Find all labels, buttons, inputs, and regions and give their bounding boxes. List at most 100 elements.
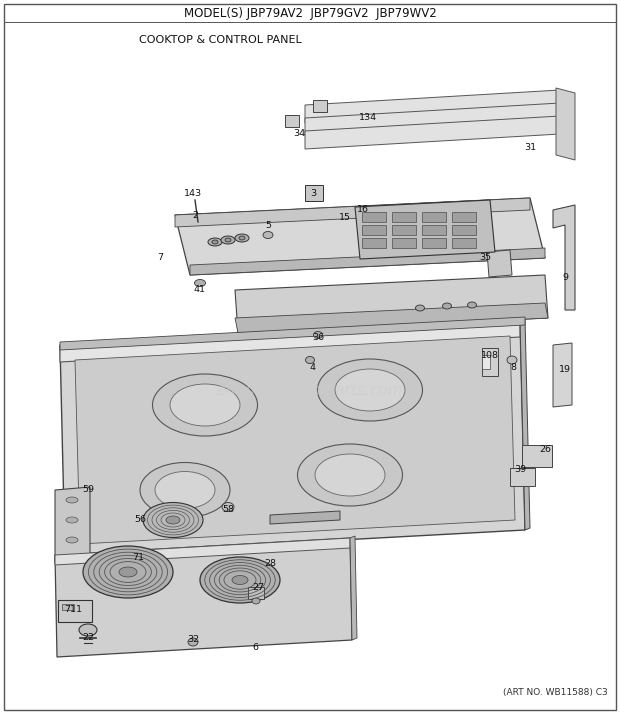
Text: 35: 35 <box>479 253 491 263</box>
Bar <box>482 355 490 369</box>
Bar <box>362 212 386 222</box>
Bar <box>305 185 323 201</box>
Bar <box>58 600 92 622</box>
Text: 31: 31 <box>524 144 536 153</box>
Bar <box>248 587 264 599</box>
Ellipse shape <box>443 303 451 309</box>
Ellipse shape <box>315 454 385 496</box>
Text: 39: 39 <box>514 466 526 475</box>
Text: COOKTOP & CONTROL PANEL: COOKTOP & CONTROL PANEL <box>139 35 301 45</box>
Polygon shape <box>305 90 560 123</box>
Ellipse shape <box>188 638 198 646</box>
Ellipse shape <box>153 374 257 436</box>
Bar <box>422 225 446 235</box>
Ellipse shape <box>467 302 477 308</box>
Ellipse shape <box>166 516 180 524</box>
Bar <box>362 238 386 248</box>
Polygon shape <box>60 320 520 362</box>
Text: 22: 22 <box>82 633 94 643</box>
Bar <box>510 468 535 486</box>
Text: 58: 58 <box>222 506 234 515</box>
Text: 32: 32 <box>187 635 199 645</box>
Polygon shape <box>235 303 548 333</box>
Text: 27: 27 <box>252 583 264 593</box>
Ellipse shape <box>317 359 422 421</box>
Ellipse shape <box>239 236 245 240</box>
Text: 143: 143 <box>184 188 202 198</box>
Ellipse shape <box>208 238 222 246</box>
Text: 71: 71 <box>132 553 144 563</box>
Ellipse shape <box>263 231 273 238</box>
Text: 5: 5 <box>265 221 271 229</box>
Polygon shape <box>487 250 512 277</box>
Ellipse shape <box>66 537 78 543</box>
Text: 9: 9 <box>562 273 568 283</box>
Ellipse shape <box>298 444 402 506</box>
Ellipse shape <box>314 331 322 338</box>
Polygon shape <box>55 487 90 563</box>
Polygon shape <box>190 248 545 275</box>
Text: 36: 36 <box>312 333 324 343</box>
Ellipse shape <box>221 236 235 244</box>
Polygon shape <box>75 336 515 544</box>
Text: 4: 4 <box>310 363 316 373</box>
Bar <box>422 238 446 248</box>
Ellipse shape <box>232 575 248 585</box>
Text: 41: 41 <box>194 286 206 294</box>
Text: 19: 19 <box>559 366 571 375</box>
Ellipse shape <box>222 503 234 511</box>
Ellipse shape <box>79 624 97 636</box>
Text: 56: 56 <box>134 516 146 525</box>
Text: 3: 3 <box>310 188 316 198</box>
Bar <box>482 348 498 376</box>
Ellipse shape <box>155 471 215 508</box>
Ellipse shape <box>335 369 405 411</box>
Bar <box>392 212 416 222</box>
Ellipse shape <box>235 234 249 242</box>
Ellipse shape <box>83 546 173 598</box>
Polygon shape <box>55 538 350 565</box>
Text: eReplacementParts.com: eReplacementParts.com <box>216 383 404 398</box>
Ellipse shape <box>507 356 517 364</box>
Text: 134: 134 <box>359 114 377 123</box>
Ellipse shape <box>225 238 231 242</box>
Bar <box>522 445 552 467</box>
Text: 711: 711 <box>64 605 82 615</box>
Text: 15: 15 <box>339 213 351 223</box>
Ellipse shape <box>212 240 218 244</box>
Polygon shape <box>270 511 340 524</box>
Text: MODEL(S) JBP79AV2  JBP79GV2  JBP79WV2: MODEL(S) JBP79AV2 JBP79GV2 JBP79WV2 <box>184 6 436 19</box>
Text: 8: 8 <box>510 363 516 373</box>
Polygon shape <box>235 275 548 333</box>
Ellipse shape <box>252 598 260 604</box>
Polygon shape <box>305 103 560 136</box>
Text: 26: 26 <box>539 446 551 455</box>
Ellipse shape <box>200 557 280 603</box>
Polygon shape <box>175 198 530 227</box>
Ellipse shape <box>66 517 78 523</box>
Ellipse shape <box>306 356 314 363</box>
Polygon shape <box>305 116 560 149</box>
Text: 59: 59 <box>82 486 94 495</box>
Polygon shape <box>60 317 525 350</box>
Polygon shape <box>553 205 575 310</box>
Polygon shape <box>355 200 495 259</box>
Text: 6: 6 <box>252 643 258 653</box>
Ellipse shape <box>140 463 230 518</box>
Polygon shape <box>60 320 525 555</box>
Polygon shape <box>55 538 352 657</box>
Bar <box>285 115 299 127</box>
Text: (ART NO. WB11588) C3: (ART NO. WB11588) C3 <box>503 688 608 696</box>
Bar <box>362 225 386 235</box>
Polygon shape <box>520 318 530 530</box>
Bar <box>313 100 327 112</box>
Bar <box>392 238 416 248</box>
Text: 2: 2 <box>192 211 198 219</box>
Bar <box>422 212 446 222</box>
Polygon shape <box>350 536 357 640</box>
Ellipse shape <box>195 279 205 286</box>
Bar <box>62 604 74 610</box>
Ellipse shape <box>415 305 425 311</box>
Bar <box>452 225 476 235</box>
Ellipse shape <box>143 503 203 538</box>
